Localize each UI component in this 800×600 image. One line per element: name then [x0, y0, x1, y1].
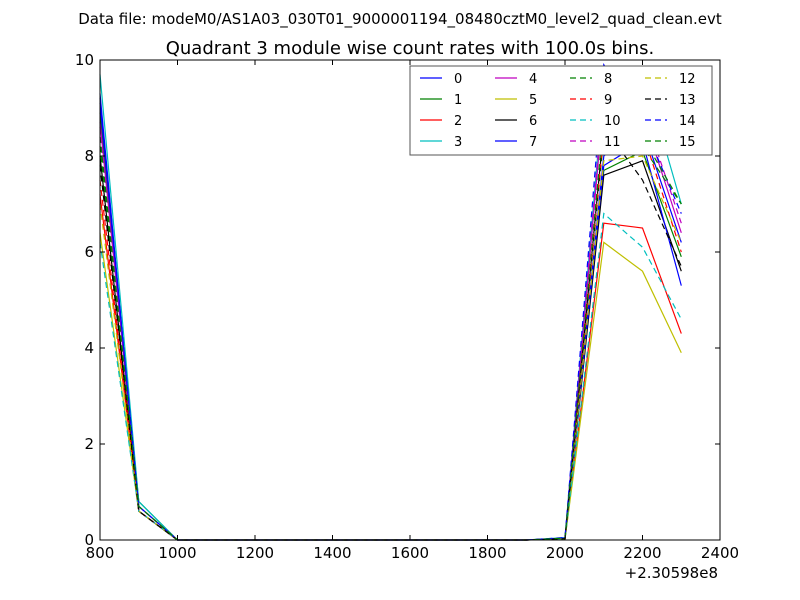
legend-label-4: 4: [529, 72, 537, 87]
chart-title: Quadrant 3 module wise count rates with …: [166, 38, 655, 59]
legend-label-8: 8: [604, 72, 612, 87]
x-tick-label: 1200: [236, 544, 274, 562]
legend-label-10: 10: [604, 114, 621, 129]
legend-label-7: 7: [529, 135, 537, 150]
series-line-13: [99, 125, 682, 541]
legend-label-13: 13: [679, 93, 696, 108]
x-tick-label: 1600: [391, 544, 429, 562]
legend-label-0: 0: [454, 72, 462, 87]
x-tick-label: 1800: [468, 544, 506, 562]
legend-label-2: 2: [454, 114, 462, 129]
legend-box: [409, 65, 713, 156]
x-tick-label: 800: [86, 544, 115, 562]
axis-ticks: [99, 59, 721, 541]
data-file-suptitle: Data file: modeM0/AS1A03_030T01_90000011…: [78, 10, 722, 29]
legend-label-14: 14: [679, 114, 696, 129]
y-tick-label: 0: [84, 531, 94, 549]
legend-label-5: 5: [529, 93, 537, 108]
legend-label-11: 11: [604, 135, 621, 150]
x-tick-label: 2400: [701, 544, 739, 562]
x-offset-label: +2.30598e8: [625, 564, 718, 582]
y-tick-label: 4: [84, 339, 94, 357]
x-tick-label: 1000: [158, 544, 196, 562]
series-line-7: [99, 103, 682, 541]
legend-label-6: 6: [529, 114, 537, 129]
series-line-15: [99, 116, 682, 541]
y-tick-label: 2: [84, 435, 94, 453]
y-tick-label: 8: [84, 147, 94, 165]
series-line-5: [99, 232, 682, 541]
legend-label-1: 1: [454, 93, 462, 108]
legend-label-3: 3: [454, 135, 462, 150]
y-tick-label: 10: [75, 51, 94, 69]
x-tick-label: 1400: [313, 544, 351, 562]
legend-label-9: 9: [604, 93, 612, 108]
legend-label-12: 12: [679, 72, 696, 87]
x-tick-label: 2200: [623, 544, 661, 562]
x-tick-label: 2000: [546, 544, 584, 562]
axis-tick-labels: 800 1000 1200 1400 1600 1800 2000 2200 2400 0 2 4 6 8…: [75, 51, 739, 562]
legend-label-15: 15: [679, 135, 696, 150]
y-tick-label: 6: [84, 243, 94, 261]
